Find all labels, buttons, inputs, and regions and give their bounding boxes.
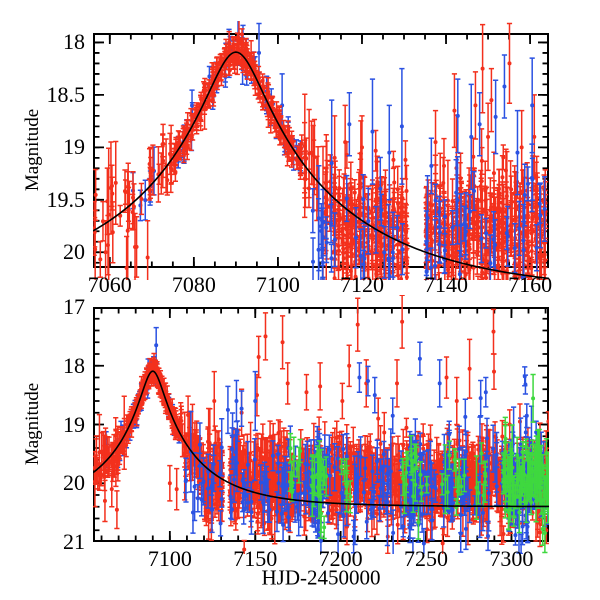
x-tick-label: 7060 (87, 272, 132, 297)
x-tick-label: 7100 (255, 272, 300, 297)
x-axis-label: HJD-2450000 (261, 565, 381, 590)
y-tick-label: 18.5 (46, 81, 86, 107)
y-tick-label: 20 (63, 470, 85, 496)
x-tick-label: 7250 (404, 546, 449, 571)
x-tick-label: 7120 (339, 272, 384, 297)
x-tick-label: 7140 (424, 272, 469, 297)
x-tick-label: 7150 (233, 546, 278, 571)
y-tick-label: 20 (63, 239, 85, 265)
y-tick-label: 19 (63, 411, 85, 437)
x-tick-label: 7080 (171, 272, 216, 297)
x-tick-label: 7160 (508, 272, 553, 297)
x-tick-label: 7300 (489, 546, 534, 571)
y-tick-label: 17 (63, 294, 85, 319)
y-tick-label: 21 (63, 529, 85, 554)
top-panel-plot (93, 21, 549, 280)
y-tick-label: 19.5 (46, 186, 86, 212)
bottom-panel-plot (93, 295, 549, 554)
y-tick-label: 18 (63, 352, 85, 378)
x-tick-label: 7200 (318, 546, 363, 571)
y-tick-label: 18 (63, 29, 85, 55)
x-tick-label: 7100 (147, 546, 192, 571)
y-tick-label: 19 (63, 134, 85, 160)
